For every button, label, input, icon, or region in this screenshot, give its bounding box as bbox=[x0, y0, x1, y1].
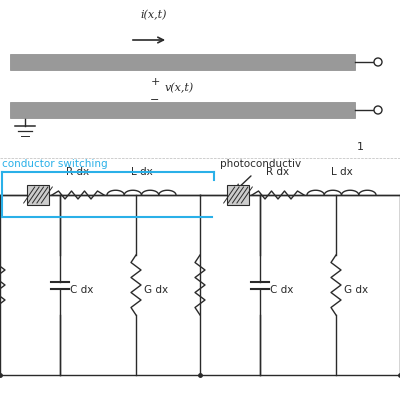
Text: 1: 1 bbox=[356, 142, 364, 152]
Text: C dx: C dx bbox=[270, 285, 293, 295]
Bar bbox=[10, 102, 355, 118]
Text: i(x,t): i(x,t) bbox=[140, 10, 166, 20]
Text: C dx: C dx bbox=[70, 285, 93, 295]
Text: conductor switching: conductor switching bbox=[2, 159, 108, 169]
Circle shape bbox=[374, 106, 382, 114]
Bar bbox=[27, 185, 49, 205]
Circle shape bbox=[374, 58, 382, 66]
Bar bbox=[227, 185, 249, 205]
Text: G dx: G dx bbox=[144, 285, 168, 295]
Bar bbox=[10, 54, 355, 70]
Text: R dx: R dx bbox=[266, 167, 290, 177]
Text: L dx: L dx bbox=[131, 167, 152, 177]
Text: photoconductiv: photoconductiv bbox=[220, 159, 301, 169]
Text: L dx: L dx bbox=[331, 167, 352, 177]
Text: +: + bbox=[150, 77, 160, 87]
Text: −: − bbox=[150, 95, 160, 105]
Text: R dx: R dx bbox=[66, 167, 90, 177]
Text: G dx: G dx bbox=[344, 285, 368, 295]
Text: v(x,t): v(x,t) bbox=[165, 83, 194, 93]
